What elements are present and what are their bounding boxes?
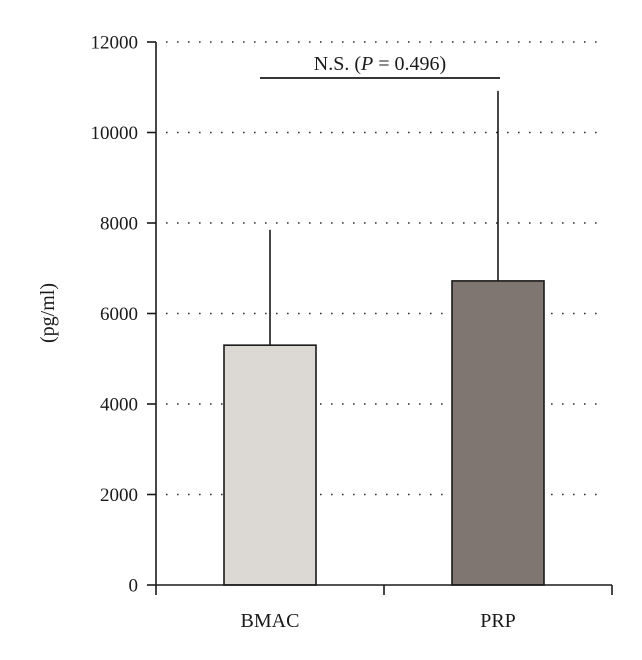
p-symbol: P [360, 53, 373, 75]
significance-prefix: N.S. ( [314, 53, 362, 75]
x-ticks: BMAC PRP [155, 585, 613, 632]
significance-label: N.S. (P = 0.496) [314, 53, 446, 75]
significance-suffix: = 0.496) [373, 53, 446, 75]
y-tick-label-6: 12000 [91, 33, 139, 54]
bar-bmac [223, 344, 317, 586]
bar-prp [451, 280, 545, 586]
x-category-label-bmac: BMAC [241, 610, 300, 632]
y-tick-label-2: 4000 [100, 395, 138, 416]
y-axis-label: (pg/ml) [37, 283, 59, 343]
y-tick-label-3: 6000 [100, 304, 138, 325]
significance-annotation: N.S. (P = 0.496) [260, 53, 500, 79]
error-bars [269, 90, 499, 346]
x-category-label-prp: PRP [480, 610, 516, 632]
y-tick-label-4: 8000 [100, 214, 138, 235]
bars [223, 280, 545, 586]
y-tick-label-5: 10000 [91, 123, 139, 144]
y-tick-label-1: 2000 [100, 485, 138, 506]
y-tick-label-0: 0 [129, 576, 139, 597]
y-ticks: 0 2000 4000 6000 8000 10000 12000 [91, 33, 156, 597]
